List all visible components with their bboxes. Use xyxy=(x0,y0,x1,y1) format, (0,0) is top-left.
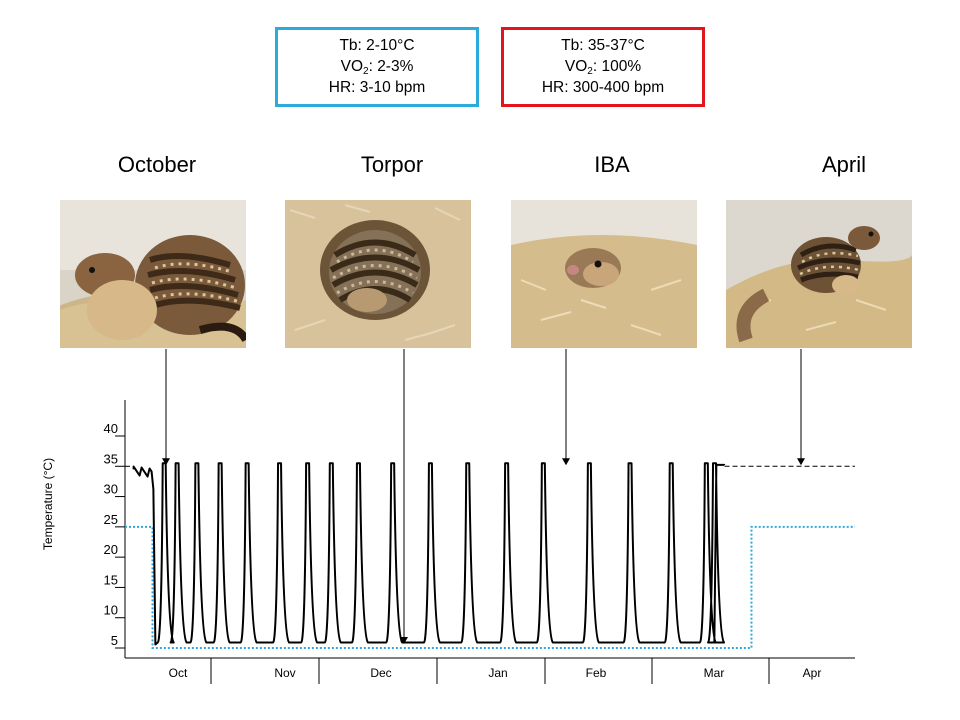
euthermic-hr-text: HR: 300-400 bpm xyxy=(541,79,665,96)
x-tick-label-oct: Oct xyxy=(169,666,188,680)
y-tick-label-20: 20 xyxy=(104,542,118,557)
euthermic-tb-text: Tb: 35-37°C xyxy=(561,37,645,54)
x-tick-label-apr: Apr xyxy=(803,666,822,680)
euthermic-vo2-text: VO2: 100% xyxy=(564,58,642,77)
arrow-head-iba xyxy=(562,458,570,466)
stage-label-iba: IBA xyxy=(594,152,630,177)
stage-label-torpor: Torpor xyxy=(360,152,424,177)
squirrel-photo-october xyxy=(60,200,246,348)
x-tick-label-jan: Jan xyxy=(488,666,507,680)
euthermic-physiology-box: Tb: 35-37°C VO2: 100% HR: 300-400 bpm xyxy=(501,27,705,107)
ambient-temperature-line xyxy=(125,525,855,649)
torpor-vo2-text: VO2: 2-3% xyxy=(340,58,414,77)
y-tick-label-15: 15 xyxy=(104,572,118,587)
y-tick-label-10: 10 xyxy=(104,603,118,618)
squirrel-photo-iba xyxy=(511,200,697,348)
x-tick-label-feb: Feb xyxy=(586,666,607,680)
torpor-tb-text: Tb: 2-10°C xyxy=(339,37,415,54)
y-tick-label-5: 5 xyxy=(111,633,118,648)
squirrel-photo-april xyxy=(726,200,912,348)
squirrel-photo-torpor xyxy=(285,200,471,348)
arrow-head-april xyxy=(797,458,805,466)
y-tick-label-40: 40 xyxy=(104,421,118,436)
x-tick-label-dec: Dec xyxy=(370,666,391,680)
y-tick-label-35: 35 xyxy=(104,451,118,466)
arrow-head-torpor xyxy=(400,636,408,644)
x-tick-label-nov: Nov xyxy=(274,666,295,680)
arrow-head-october xyxy=(162,458,170,466)
y-tick-label-30: 30 xyxy=(104,482,118,497)
torpor-hr-text: HR: 3-10 bpm xyxy=(328,79,426,96)
stage-label-october: October xyxy=(117,152,197,177)
torpor-physiology-box: Tb: 2-10°C VO2: 2-3% HR: 3-10 bpm xyxy=(275,27,479,107)
stage-label-april: April xyxy=(821,152,867,177)
body-temperature-trace xyxy=(132,462,726,646)
y-tick-label-25: 25 xyxy=(104,512,118,527)
x-tick-label-mar: Mar xyxy=(704,666,725,680)
y-axis-label: Temperature (°C) xyxy=(41,458,55,550)
